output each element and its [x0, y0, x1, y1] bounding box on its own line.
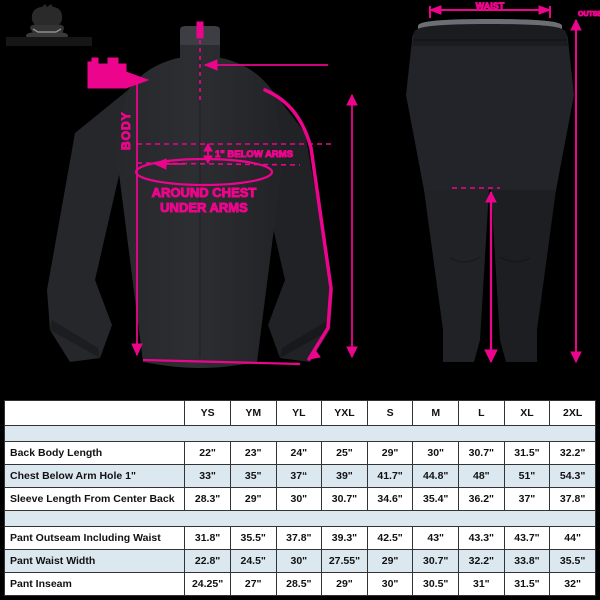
svg-text:WAIST: WAIST [476, 1, 505, 11]
svg-text:OUTSEAM: OUTSEAM [578, 11, 600, 18]
